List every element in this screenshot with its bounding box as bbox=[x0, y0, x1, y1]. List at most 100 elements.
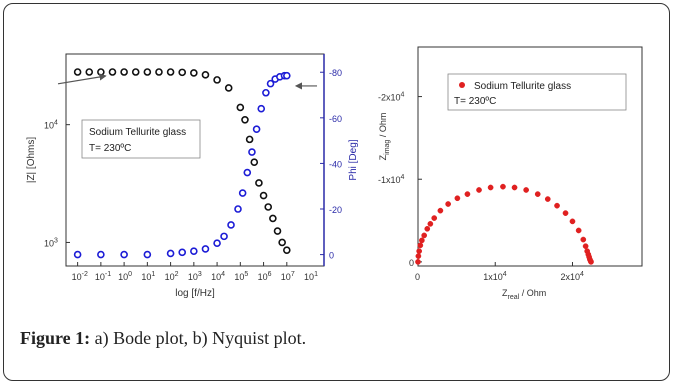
bode-x-tick-label: 10-1 bbox=[95, 271, 111, 282]
nyquist-point bbox=[487, 184, 494, 191]
bode-phase-point bbox=[266, 79, 275, 88]
caption-text: a) Bode plot, b) Nyquist plot. bbox=[90, 328, 307, 348]
bode-phase-point bbox=[166, 249, 175, 258]
bode-phase-point bbox=[283, 71, 291, 80]
bode-phase-point bbox=[234, 205, 242, 213]
bode-impedance-point bbox=[213, 76, 221, 84]
bode-x-tick-label: 105 bbox=[234, 271, 248, 282]
bode-x-tick-label: 101 bbox=[304, 271, 318, 282]
bode-impedance-point bbox=[224, 84, 233, 92]
nyquist-y-axis-label: Zimag / Ohm bbox=[378, 113, 391, 161]
nyquist-legend-box bbox=[447, 73, 627, 111]
bode-impedance-point bbox=[241, 115, 249, 124]
bode-phase-point bbox=[262, 88, 270, 97]
bode-y-tick-label: 104 bbox=[44, 120, 58, 131]
bode-y2-tick-label: -40 bbox=[329, 159, 342, 169]
bode-x-tick-label: 104 bbox=[211, 271, 225, 282]
nyquist-point bbox=[554, 202, 560, 209]
bode-x-tick-label: 101 bbox=[141, 271, 155, 282]
bode-phase-point bbox=[190, 247, 198, 255]
nyquist-point bbox=[421, 232, 428, 239]
nyquist-point bbox=[523, 187, 529, 193]
bode-phase-point bbox=[97, 250, 105, 259]
bode-impedance-point bbox=[108, 68, 117, 76]
bode-x-tick-label: 103 bbox=[188, 271, 202, 282]
nyquist-point bbox=[580, 236, 587, 243]
nyquist-point bbox=[582, 243, 589, 250]
nyquist-point bbox=[511, 184, 518, 191]
bode-annotation-line1: Sodium Tellurite glass bbox=[89, 127, 186, 138]
nyquist-point bbox=[476, 187, 482, 193]
bode-y2-tick-label: -20 bbox=[329, 205, 342, 215]
bode-impedance-point bbox=[245, 135, 254, 144]
bode-impedance-point bbox=[178, 68, 187, 77]
nyquist-legend-label: Sodium Tellurite glass bbox=[474, 81, 571, 92]
bode-phase-point bbox=[120, 250, 128, 259]
bode-impedance-point bbox=[264, 203, 273, 211]
nyquist-axes-box bbox=[417, 46, 643, 267]
bode-impedance-point bbox=[283, 246, 291, 254]
bode-x-tick-label: 102 bbox=[165, 271, 179, 282]
nyquist-y-tick-label: 0 bbox=[409, 258, 414, 268]
nyquist-point bbox=[445, 201, 451, 207]
bode-impedance-point bbox=[259, 191, 268, 200]
caption-label: Figure 1: bbox=[20, 328, 91, 348]
nyquist-y-tick-label: -2x104 bbox=[378, 92, 405, 103]
bode-y2-tick-label: -80 bbox=[329, 68, 342, 78]
nyquist-point bbox=[569, 218, 576, 225]
nyquist-point bbox=[427, 221, 434, 227]
bode-phase-point bbox=[227, 221, 235, 229]
bode-y2-tick-label: -60 bbox=[329, 114, 342, 124]
bode-phase-point bbox=[257, 104, 266, 113]
nyquist-x-axis-label: Zreal / Ohm bbox=[502, 288, 546, 301]
bode-impedance-point bbox=[250, 158, 259, 167]
nyquist-legend-marker bbox=[459, 82, 465, 88]
nyquist-point bbox=[454, 195, 461, 202]
bode-impedance-point bbox=[278, 238, 286, 247]
bode-phase-point bbox=[220, 232, 228, 241]
bode-x-tick-label: 106 bbox=[258, 271, 272, 282]
nyquist-point bbox=[544, 196, 551, 202]
nyquist-point bbox=[415, 253, 422, 259]
bode-impedance-point bbox=[155, 68, 163, 76]
nyquist-point bbox=[464, 191, 471, 197]
nyquist-point bbox=[419, 237, 425, 244]
nyquist-point bbox=[500, 183, 506, 190]
bode-x-tick-label: 100 bbox=[118, 271, 132, 282]
nyquist-x-tick-label: 0 bbox=[415, 272, 420, 282]
bode-y-axis-label: |Z| [Ohms] bbox=[26, 137, 37, 184]
bode-plot: 10-2 10-1 100 101 102 103 104 105 106 107 101 103 10… bbox=[26, 53, 359, 299]
nyquist-y-tick-label: -1x104 bbox=[378, 174, 405, 185]
nyquist-point bbox=[562, 210, 569, 216]
bode-x-tick-label: 10-2 bbox=[72, 271, 88, 282]
bode-impedance-point bbox=[120, 68, 128, 76]
bode-impedance-point bbox=[273, 227, 282, 235]
bode-phase-point bbox=[238, 189, 247, 197]
bode-x-tick-label: 107 bbox=[281, 271, 295, 282]
bode-y2-tick-label: 0 bbox=[329, 251, 334, 261]
bode-phase-point bbox=[243, 168, 252, 177]
bode-phase-point bbox=[73, 250, 82, 259]
figure-svg: 10-2 10-1 100 101 102 103 104 105 106 107 101 103 10… bbox=[26, 46, 643, 301]
bode-impedance-point bbox=[269, 214, 277, 223]
bode-impedance-point bbox=[236, 103, 245, 112]
bode-impedance-point bbox=[97, 68, 105, 76]
bode-impedance-point bbox=[143, 68, 152, 76]
bode-impedance-point bbox=[85, 68, 94, 76]
nyquist-point bbox=[575, 227, 582, 234]
nyquist-x-tick-label: 2x104 bbox=[560, 271, 584, 282]
nyquist-legend-line2: T= 230ºC bbox=[454, 96, 496, 107]
bode-impedance-point bbox=[190, 69, 198, 77]
bode-phase-point bbox=[143, 250, 152, 259]
bode-impedance-point bbox=[255, 179, 263, 187]
bode-phase-point bbox=[178, 248, 187, 257]
bode-impedance-arrow bbox=[57, 73, 107, 85]
bode-phase-point bbox=[252, 125, 261, 134]
nyquist-point bbox=[437, 207, 444, 214]
nyquist-point bbox=[588, 259, 594, 265]
nyquist-point bbox=[417, 242, 424, 249]
bode-axes-box bbox=[65, 53, 325, 267]
bode-y-tick-label: 103 bbox=[44, 237, 58, 248]
nyquist-plot: 0 1x104 2x104 0 -1x104 -2x104 Zreal / Ohm Zimag… bbox=[378, 46, 643, 301]
figure-area: 10-2 10-1 100 101 102 103 104 105 106 107 101 103 10… bbox=[14, 24, 654, 324]
